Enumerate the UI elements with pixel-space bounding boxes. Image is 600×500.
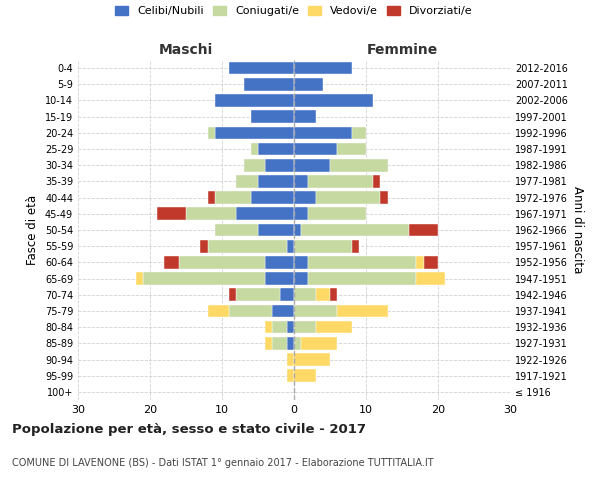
Bar <box>208 192 215 204</box>
Bar <box>229 304 272 318</box>
Bar <box>294 224 301 236</box>
Bar <box>287 353 294 366</box>
Bar <box>236 175 258 188</box>
Text: Femmine: Femmine <box>367 44 437 58</box>
Bar <box>179 256 265 268</box>
Bar <box>416 272 445 285</box>
Bar <box>352 126 366 139</box>
Bar <box>287 337 294 349</box>
Bar <box>258 175 294 188</box>
Bar <box>265 159 294 172</box>
Text: Popolazione per età, sesso e stato civile - 2017: Popolazione per età, sesso e stato civil… <box>12 422 366 436</box>
Bar <box>229 288 236 301</box>
Bar <box>294 353 330 366</box>
Bar <box>316 192 380 204</box>
Bar <box>308 256 416 268</box>
Bar <box>294 175 308 188</box>
Bar <box>280 288 294 301</box>
Bar <box>294 208 308 220</box>
Bar <box>143 272 265 285</box>
Bar <box>337 304 388 318</box>
Bar <box>208 126 215 139</box>
Bar <box>186 208 236 220</box>
Bar <box>330 288 337 301</box>
Bar <box>265 256 294 268</box>
Text: COMUNE DI LAVENONE (BS) - Dati ISTAT 1° gennaio 2017 - Elaborazione TUTTITALIA.I: COMUNE DI LAVENONE (BS) - Dati ISTAT 1° … <box>12 458 434 468</box>
Y-axis label: Anni di nascita: Anni di nascita <box>571 186 584 274</box>
Bar <box>251 192 294 204</box>
Bar <box>287 240 294 252</box>
Bar <box>308 175 373 188</box>
Bar <box>215 192 251 204</box>
Bar <box>164 256 179 268</box>
Bar <box>244 78 294 90</box>
Bar <box>294 304 337 318</box>
Bar <box>294 272 308 285</box>
Bar <box>308 208 366 220</box>
Bar <box>294 62 352 74</box>
Bar <box>215 94 294 107</box>
Bar <box>236 208 294 220</box>
Text: Maschi: Maschi <box>159 44 213 58</box>
Bar <box>316 288 330 301</box>
Bar <box>330 159 388 172</box>
Bar <box>352 240 359 252</box>
Bar <box>409 224 438 236</box>
Bar <box>287 370 294 382</box>
Bar <box>215 126 294 139</box>
Bar <box>294 78 323 90</box>
Bar <box>373 175 380 188</box>
Bar <box>294 370 316 382</box>
Bar <box>294 159 330 172</box>
Bar <box>287 321 294 334</box>
Bar <box>294 256 308 268</box>
Bar <box>294 240 352 252</box>
Bar <box>337 142 366 156</box>
Legend: Celibi/Nubili, Coniugati/e, Vedovi/e, Divorziati/e: Celibi/Nubili, Coniugati/e, Vedovi/e, Di… <box>115 6 473 16</box>
Bar <box>258 224 294 236</box>
Bar <box>265 337 272 349</box>
Bar <box>272 337 287 349</box>
Bar <box>308 272 416 285</box>
Bar <box>301 337 337 349</box>
Bar <box>258 142 294 156</box>
Bar <box>424 256 438 268</box>
Bar <box>265 272 294 285</box>
Bar <box>294 192 316 204</box>
Y-axis label: Fasce di età: Fasce di età <box>26 195 39 265</box>
Bar <box>294 110 316 123</box>
Bar <box>416 256 424 268</box>
Bar <box>294 321 316 334</box>
Bar <box>208 240 287 252</box>
Bar <box>251 142 258 156</box>
Bar <box>272 321 287 334</box>
Bar <box>301 224 409 236</box>
Bar <box>200 240 208 252</box>
Bar <box>157 208 186 220</box>
Bar <box>294 337 301 349</box>
Bar <box>208 304 229 318</box>
Bar <box>294 142 337 156</box>
Bar <box>236 288 280 301</box>
Bar <box>229 62 294 74</box>
Bar <box>136 272 143 285</box>
Bar <box>244 159 265 172</box>
Bar <box>316 321 352 334</box>
Bar <box>272 304 294 318</box>
Bar <box>294 288 316 301</box>
Bar <box>294 94 373 107</box>
Bar <box>265 321 272 334</box>
Bar <box>251 110 294 123</box>
Bar <box>380 192 388 204</box>
Bar <box>215 224 258 236</box>
Bar <box>294 126 352 139</box>
